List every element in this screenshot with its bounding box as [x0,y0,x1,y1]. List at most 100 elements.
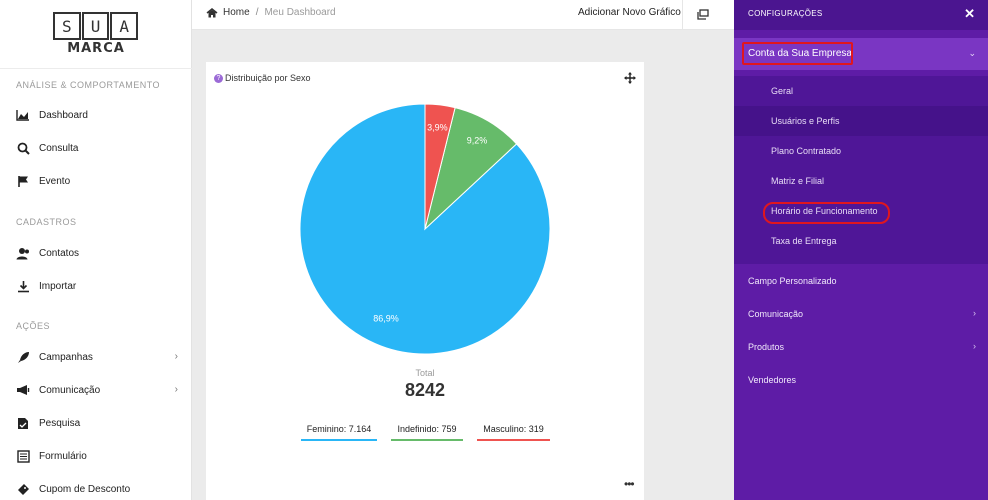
total-value: 8242 [404,380,446,400]
contacts-icon [16,246,30,260]
sidebar-item-comunicacao[interactable]: Comunicação › [0,377,192,403]
add-chart-button[interactable]: Adicionar Novo Gráfico [578,7,681,18]
panel-header: CONFIGURAÇÕES ✕ [734,0,988,30]
breadcrumb: Home / Meu Dashboard [206,7,336,18]
home-icon[interactable] [206,7,218,18]
sidebar-item-campanhas[interactable]: Campanhas › [0,344,192,370]
logo-letter: U [81,12,110,40]
sidebar-item-label: Dashboard [39,109,88,121]
menu-item-produtos[interactable]: Produtos › [734,332,988,362]
sidebar-item-label: Formulário [39,450,87,462]
top-bar: Home / Meu Dashboard Adicionar Novo Gráf… [192,0,734,30]
section-title-acoes: AÇÕES [16,321,51,331]
legend-label: Masculino: 319 [483,424,544,434]
chart-card: ? Distribuição por Sexo 86,9% 9,2% 3,9% To… [206,62,644,500]
menu-item-campo-personalizado[interactable]: Campo Personalizado [734,266,988,296]
megaphone-icon [16,383,30,397]
submenu-item-label: Taxa de Entrega [771,236,837,246]
more-options-icon[interactable]: ••• [624,477,635,491]
submenu-item-geral[interactable]: Geral [734,76,988,106]
brand-logo[interactable]: S U A MARCA [53,12,139,56]
sidebar-item-label: Campanhas [39,351,93,363]
close-icon[interactable]: ✕ [964,6,975,21]
pie-slice-label: 3,9% [427,122,448,132]
pie-slice-label: 86,9% [373,313,399,323]
pie-chart: 86,9% 9,2% 3,9% [299,103,551,355]
chart-title: ? Distribuição por Sexo [214,73,311,83]
total-label: Total [415,368,435,378]
logo-brand-text: MARCA [67,41,125,56]
highlight-box [742,42,853,65]
divider [682,0,683,30]
chevron-right-icon: › [973,308,976,318]
section-title-analise: ANÁLISE & COMPORTAMENTO [16,80,161,90]
sidebar-item-cupom[interactable]: Cupom de Desconto [0,476,192,500]
pie-slice-feminino[interactable] [299,103,551,355]
chevron-down-icon: ⌄ [968,48,976,58]
survey-icon [16,416,30,430]
menu-item-label: Campo Personalizado [748,276,837,286]
legend-item-feminino[interactable]: Feminino: 7.164 [301,424,377,441]
menu-item-comunicacao[interactable]: Comunicação › [734,299,988,329]
breadcrumb-home[interactable]: Home [223,7,250,18]
menu-item-label: Conta da Sua Empresa [748,48,852,59]
legend-color-bar [391,439,463,441]
sidebar-item-label: Contatos [39,247,80,259]
submenu-item-label: Horário de Funcionamento [771,206,878,216]
submenu-item-matriz[interactable]: Matriz e Filial [734,166,988,196]
submenu-item-plano[interactable]: Plano Contratado [734,136,988,166]
window-icon[interactable] [697,7,709,25]
legend-color-bar [301,439,377,441]
menu-item-label: Comunicação [748,309,804,319]
sidebar-item-label: Pesquisa [39,417,81,429]
sidebar-item-formulario[interactable]: Formulário [0,443,192,469]
sidebar-item-importar[interactable]: Importar [0,273,192,299]
pie-slice-label: 9,2% [467,136,488,146]
area-chart-icon [16,108,30,122]
submenu-item-taxa[interactable]: Taxa de Entrega [734,226,988,256]
highlight-oval [763,202,890,224]
rocket-icon [16,350,30,364]
submenu-item-usuarios[interactable]: Usuários e Perfis [734,106,988,136]
chevron-right-icon: › [174,351,178,362]
move-icon[interactable] [624,71,636,89]
sidebar-item-label: Importar [39,280,77,292]
submenu-item-label: Geral [771,86,794,96]
logo-letter: S [53,12,81,40]
pie-slice-masculino[interactable] [424,103,456,230]
legend-item-masculino[interactable]: Masculino: 319 [477,424,550,441]
form-icon [16,449,30,463]
breadcrumb-current: Meu Dashboard [264,7,336,18]
sidebar: S U A MARCA ANÁLISE & COMPORTAMENTO Dash… [0,0,192,500]
legend-item-indefinido[interactable]: Indefinido: 759 [391,424,463,441]
menu-item-label: Vendedores [748,375,797,385]
sidebar-item-label: Consulta [39,142,79,154]
legend-color-bar [477,439,550,441]
sidebar-item-consulta[interactable]: Consulta [0,135,192,161]
help-icon[interactable]: ? [214,73,223,83]
search-icon [16,141,30,155]
flag-icon [16,174,30,188]
divider [0,68,192,69]
sidebar-item-pesquisa[interactable]: Pesquisa [0,410,192,436]
menu-item-vendedores[interactable]: Vendedores [734,365,988,395]
sidebar-item-label: Evento [39,175,71,187]
submenu-item-horario[interactable]: Horário de Funcionamento [734,196,988,226]
download-icon [16,279,30,293]
sidebar-item-contatos[interactable]: Contatos [0,240,192,266]
logo-letter: A [110,12,139,40]
sidebar-item-evento[interactable]: Evento [0,168,192,194]
legend-label: Indefinido: 759 [397,424,457,434]
chart-title-text: Distribuição por Sexo [225,73,311,83]
company-submenu: Geral Usuários e Perfis Plano Contratado… [734,76,988,264]
ticket-icon [16,482,30,496]
breadcrumb-separator: / [255,7,259,18]
legend-label: Feminino: 7.164 [306,424,372,434]
menu-item-label: Produtos [748,342,785,352]
sidebar-item-dashboard[interactable]: Dashboard [0,102,192,128]
submenu-item-label: Usuários e Perfis [771,116,840,126]
submenu-item-label: Matriz e Filial [771,176,825,186]
panel-title: CONFIGURAÇÕES [748,9,823,18]
settings-panel: CONFIGURAÇÕES ✕ Conta da Sua Empresa ⌄ G… [734,0,988,500]
section-title-cadastros: CADASTROS [16,217,77,227]
